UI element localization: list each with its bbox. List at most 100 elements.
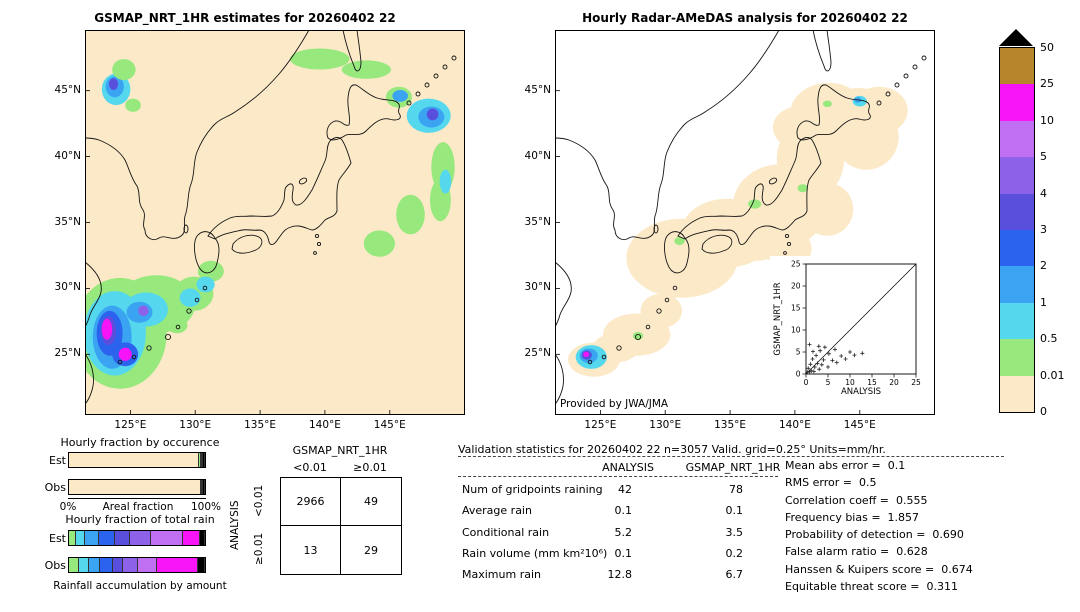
- left-map-frame: [85, 30, 465, 415]
- colorbar-segment: [1000, 229, 1034, 267]
- stats-divider-top: [458, 456, 1004, 457]
- stats-table-row: Conditional rain 5.2 3.5: [458, 526, 778, 546]
- scatter-point: [822, 345, 827, 350]
- scatter-point: [814, 353, 819, 358]
- colorbar-segment: [1000, 266, 1034, 303]
- rain-cell: [363, 230, 395, 257]
- stats-title: Validation statistics for 20260402 22 n=…: [458, 443, 886, 456]
- colorbar-tick-label: 1: [1040, 295, 1047, 309]
- stats-row-label: Average rain: [462, 504, 532, 518]
- rain-cell: [439, 169, 452, 194]
- scatter-point: [811, 349, 815, 354]
- rain-cell: [632, 331, 644, 340]
- scatter-point: [809, 368, 814, 373]
- bar-row-label: Est: [49, 531, 66, 545]
- colorbar-tick-label: 25: [1040, 77, 1054, 91]
- rain-cell: [801, 182, 854, 236]
- stats-row-label: Num of gridpoints raining: [462, 483, 603, 496]
- metric-row: Mean abs error = 0.1: [785, 459, 1025, 476]
- occurrence-bars: Est Obs: [40, 452, 240, 506]
- left-map-lat-label: 35°N: [54, 215, 81, 228]
- scatter-point: [839, 354, 844, 358]
- left-map-rain-cells: [85, 48, 455, 389]
- bar-segment: [123, 558, 139, 572]
- metric-label: Equitable threat score =: [785, 580, 920, 594]
- scatter-point: [821, 357, 826, 362]
- contingency-cell-10: 13: [281, 526, 341, 574]
- occurrence-chart-title: Hourly fraction by occurence: [60, 436, 220, 449]
- metric-label: False alarm ratio =: [785, 545, 890, 559]
- rain-cell: [118, 347, 132, 361]
- stats-analysis-value: 42: [618, 483, 632, 496]
- rain-cell: [138, 305, 149, 317]
- occurrence-axis-min: 0%: [59, 501, 77, 513]
- scatter-point: [810, 357, 815, 361]
- colorbar: [999, 47, 1035, 413]
- bar-segment: [115, 531, 131, 545]
- inset-x-axis-label: ANALYSIS: [841, 387, 881, 396]
- stats-row-label: Conditional rain: [462, 525, 550, 539]
- scatter-point: [830, 358, 835, 363]
- occurrence-axis-max: 100%: [190, 501, 222, 513]
- scatter-point: [818, 348, 823, 353]
- metric-value: 0.555: [896, 493, 928, 507]
- left-map-lat-label: 25°N: [54, 347, 81, 360]
- contingency-col-label-ge: ≥0.01: [353, 461, 387, 474]
- colorbar-tick-label: 50: [1040, 41, 1054, 54]
- occurrence-axis-line: [68, 498, 206, 499]
- colorbar-tick-label: 0.5: [1040, 332, 1058, 346]
- bar-segment: [203, 480, 205, 494]
- rain-cell: [112, 59, 136, 81]
- scatter-point: [812, 365, 817, 369]
- rain-cell: [772, 106, 825, 149]
- metric-value: 1.857: [887, 510, 920, 524]
- inset-x-tick-label: 5: [826, 378, 831, 387]
- contingency-cell-01: 49: [341, 478, 401, 526]
- scatter-point: [816, 344, 821, 349]
- bar-segment: [157, 558, 199, 572]
- metric-row: Probability of detection = 0.690: [785, 528, 1025, 545]
- rain-cell: [101, 318, 113, 340]
- contingency-cell-11: 29: [364, 543, 378, 557]
- bar-segment: [69, 480, 201, 494]
- right-map-lon-label: 140°E: [778, 419, 811, 431]
- rain-cell: [748, 199, 762, 209]
- colorbar-tick-label: 5: [1040, 150, 1047, 164]
- scatter-point: [807, 369, 812, 374]
- bar-segment: [199, 531, 205, 545]
- scatter-point: [848, 350, 852, 354]
- bar-row-label: Est: [49, 453, 66, 467]
- metric-row: Correlation coeff = 0.555: [785, 494, 1025, 511]
- bar-segment: [202, 480, 204, 494]
- right-map-lat-label: 30°N: [524, 281, 551, 294]
- metric-label: RMS error =: [785, 476, 852, 490]
- bar-segment: [78, 558, 90, 572]
- bar-segment: [203, 453, 205, 467]
- colorbar-tick-label: 3: [1040, 223, 1047, 236]
- metric-row: Hanssen & Kuipers score = 0.674: [785, 563, 1025, 580]
- bar-segment: [112, 558, 124, 572]
- rain-cell: [289, 48, 350, 70]
- bar-segment: [202, 480, 203, 494]
- colorbar-tick-label: 0: [1040, 405, 1047, 418]
- inset-scatter-plot: 00 5 5 10 10 15 15 20 20 25 25 ANALYSIS GSMAP_NRT_1H…: [770, 256, 930, 396]
- inset-y-tick-label: 15: [791, 304, 801, 313]
- colorbar-segment: [1000, 302, 1034, 340]
- stats-row-label: Rain volume (mm km²10⁶): [462, 546, 608, 560]
- colorbar-segment: [1000, 48, 1034, 85]
- metric-label: Hanssen & Kuipers score =: [785, 562, 935, 576]
- metric-value: 0.628: [896, 545, 928, 559]
- colorbar-segment: [1000, 193, 1034, 230]
- stats-gsmap-value: 6.7: [725, 568, 744, 582]
- bar-segment: [85, 531, 99, 545]
- metric-row: Equitable threat score = 0.311: [785, 580, 1025, 597]
- right-map-lat-label: 40°N: [524, 149, 551, 162]
- scatter-point: [826, 365, 830, 369]
- left-map-lat-label: 30°N: [54, 281, 81, 294]
- stats-gsmap-value: 0.1: [725, 504, 744, 518]
- contingency-row-axis: ANALYSIS: [229, 500, 241, 551]
- bar-segment: [201, 453, 203, 467]
- rain-cell: [197, 260, 224, 282]
- colorbar-tick-label: 10: [1040, 113, 1054, 127]
- bar-row-label: Obs: [44, 480, 66, 494]
